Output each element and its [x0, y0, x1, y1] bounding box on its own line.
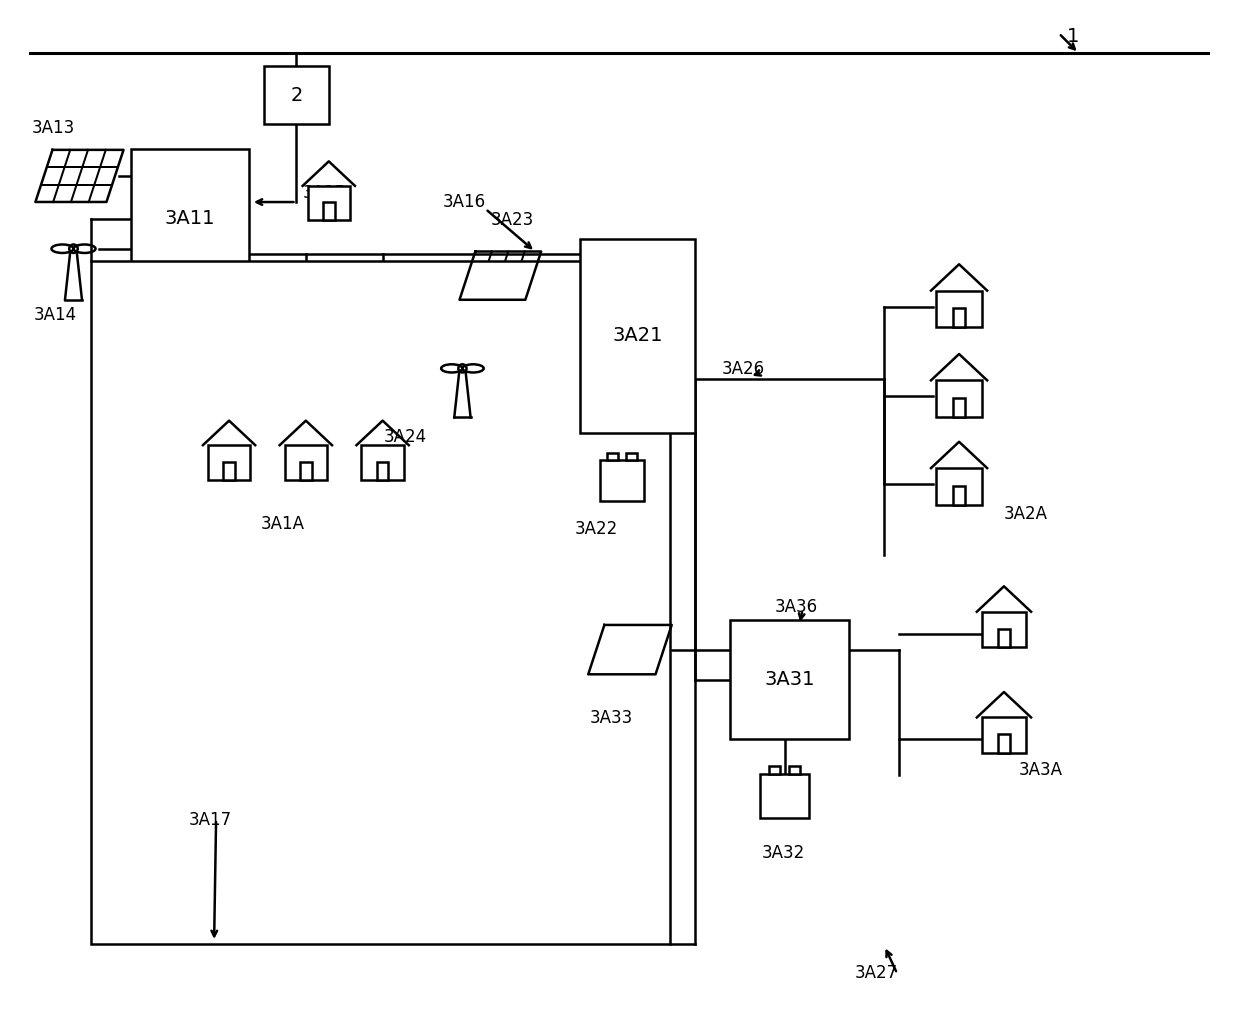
Bar: [361, 445, 404, 480]
Bar: [982, 718, 1025, 753]
Bar: [208, 445, 250, 480]
Text: 3A32: 3A32: [761, 845, 805, 862]
Bar: [952, 309, 965, 327]
Bar: [982, 612, 1025, 648]
Text: 3A14: 3A14: [33, 305, 77, 324]
Text: 3A2A: 3A2A: [1004, 505, 1048, 523]
Text: 3A22: 3A22: [575, 520, 619, 538]
Bar: [952, 398, 965, 417]
Bar: [760, 774, 808, 818]
Bar: [285, 445, 327, 480]
Text: 3A13: 3A13: [31, 119, 74, 137]
Bar: [769, 767, 780, 774]
Text: 3A31: 3A31: [764, 670, 815, 689]
Bar: [580, 239, 694, 434]
Text: 3A33: 3A33: [590, 709, 634, 728]
Bar: [608, 453, 618, 460]
Bar: [599, 460, 645, 501]
Text: 3A36: 3A36: [775, 598, 817, 616]
Bar: [92, 260, 670, 944]
Bar: [159, 323, 170, 330]
Text: 3A15: 3A15: [303, 184, 346, 202]
Bar: [264, 67, 329, 124]
Bar: [300, 461, 311, 480]
Text: 3A26: 3A26: [722, 361, 765, 378]
Text: 2: 2: [290, 86, 303, 105]
Bar: [952, 486, 965, 505]
Text: 3A21: 3A21: [613, 327, 662, 345]
Bar: [626, 453, 636, 460]
Bar: [324, 202, 335, 220]
Bar: [998, 734, 1009, 753]
Bar: [223, 461, 234, 480]
Text: 3A3A: 3A3A: [1019, 762, 1063, 779]
Bar: [131, 149, 249, 289]
Text: 3A16: 3A16: [443, 193, 486, 211]
Text: 3A23: 3A23: [490, 211, 533, 229]
Bar: [998, 628, 1009, 648]
Text: 1: 1: [1066, 28, 1079, 46]
Bar: [150, 330, 198, 374]
Bar: [729, 620, 849, 739]
Text: 3A27: 3A27: [854, 964, 898, 982]
Bar: [308, 186, 350, 220]
Text: 3A12: 3A12: [107, 391, 150, 408]
Text: 3A1A: 3A1A: [260, 515, 305, 533]
Bar: [936, 468, 982, 505]
Text: 3A24: 3A24: [383, 428, 427, 446]
Text: 3A11: 3A11: [165, 209, 216, 229]
Text: 3A17: 3A17: [190, 811, 232, 829]
Bar: [377, 461, 388, 480]
Bar: [179, 323, 190, 330]
Bar: [936, 291, 982, 327]
Bar: [789, 767, 800, 774]
Bar: [936, 380, 982, 417]
